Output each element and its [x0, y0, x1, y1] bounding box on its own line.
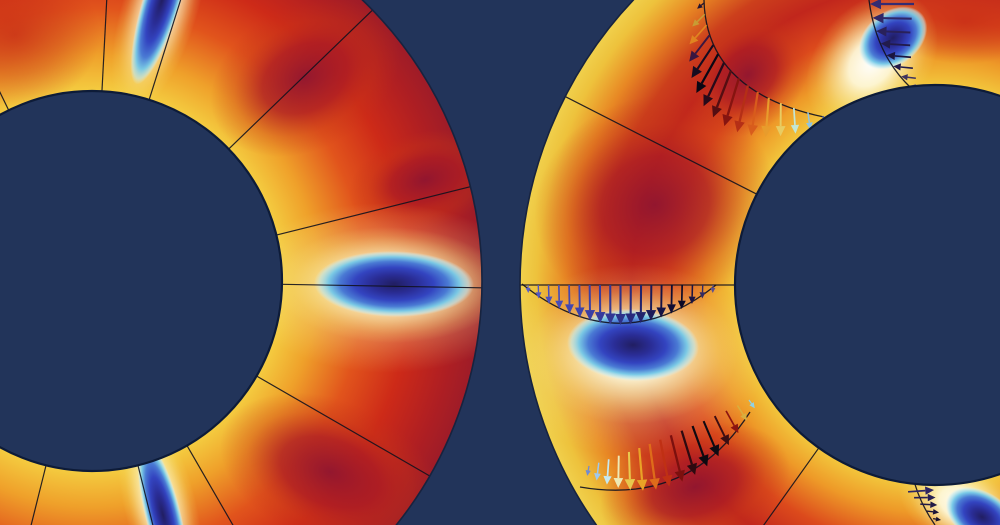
- force-arrow: [734, 85, 749, 133]
- force-arrow: [914, 493, 936, 502]
- force-arrow: [761, 97, 772, 138]
- force-arrow: [806, 112, 813, 130]
- force-arrow: [870, 0, 914, 10]
- sector-line: [564, 96, 758, 195]
- west-magnet-arrows: [525, 284, 716, 325]
- force-arrow: [901, 74, 916, 81]
- force-arrow: [790, 107, 800, 134]
- flux-lobe-core: [567, 308, 699, 382]
- flux-lobe-core: [130, 0, 194, 85]
- left-stator-ring-inner-edge: [0, 89, 284, 473]
- force-arrow: [525, 284, 531, 293]
- force-arrow: [677, 284, 686, 309]
- left-stator-ring-outer-edge: [361, 0, 483, 525]
- force-arrow: [689, 34, 711, 62]
- force-arrow: [680, 430, 697, 475]
- field-hotspot: [534, 95, 776, 315]
- force-arrow: [893, 63, 913, 71]
- magnet-boundary-arc: [703, 0, 825, 118]
- force-arrow: [713, 415, 729, 446]
- force-arrow: [594, 284, 606, 324]
- force-arrow: [736, 405, 747, 421]
- force-arrow: [872, 12, 912, 24]
- top-magnet-arrows: [689, 2, 827, 138]
- field-hotspot: [220, 392, 440, 525]
- flux-lobe-core: [314, 250, 474, 318]
- flux-lobe-core: [858, 6, 928, 70]
- force-arrow: [702, 420, 720, 457]
- force-arrow: [908, 486, 934, 495]
- force-arrow: [594, 462, 601, 481]
- sector-line: [101, 0, 114, 92]
- force-arrow: [574, 284, 585, 318]
- force-arrow: [636, 447, 648, 491]
- force-arrow: [710, 284, 716, 293]
- sector-line: [186, 445, 288, 525]
- force-arrow: [920, 501, 938, 508]
- force-arrow: [656, 284, 667, 318]
- force-arrow: [722, 78, 740, 127]
- force-arrow: [688, 284, 696, 304]
- field-hotspot: [0, 0, 100, 107]
- force-arrow: [692, 13, 706, 27]
- force-arrow: [689, 24, 708, 45]
- force-arrow: [725, 410, 739, 434]
- bottom-magnet-arrows: [585, 399, 755, 491]
- force-arrow: [926, 508, 940, 515]
- force-arrow: [635, 284, 647, 324]
- magnet-boundary-arc: [868, 0, 912, 89]
- force-arrow: [535, 284, 542, 299]
- force-arrow: [615, 285, 626, 325]
- force-arrow: [603, 459, 612, 485]
- force-arrow: [565, 284, 574, 314]
- force-arrow: [876, 26, 911, 37]
- force-arrow: [933, 516, 941, 522]
- force-arrow: [545, 284, 553, 304]
- force-arrow: [667, 284, 676, 314]
- force-arrow: [625, 284, 636, 325]
- force-arrow: [697, 2, 705, 9]
- force-arrow: [691, 425, 709, 467]
- force-arrow: [645, 284, 657, 321]
- flux-lobe-core: [945, 487, 1000, 525]
- sector-line: [0, 465, 47, 525]
- force-arrow: [624, 451, 636, 491]
- force-arrow: [747, 91, 759, 136]
- force-arrow: [880, 39, 911, 49]
- sector-line: [281, 283, 482, 289]
- force-arrow: [659, 439, 673, 487]
- sector-line: [228, 9, 373, 150]
- right-rotor-ring-outer-edge: [519, 0, 635, 525]
- force-arrow: [584, 284, 596, 321]
- sector-line: [148, 0, 210, 100]
- force-arrow: [775, 103, 786, 137]
- right-rotor-ring-inner-edge: [733, 83, 1000, 487]
- force-arrow: [696, 53, 720, 94]
- force-arrow: [669, 434, 685, 482]
- force-arrow: [555, 284, 564, 309]
- force-arrow: [748, 399, 755, 409]
- flux-lobe-core: [137, 439, 189, 525]
- field-hotspot: [210, 0, 400, 158]
- magnet-boundary-arc: [579, 411, 751, 491]
- force-arrow: [648, 443, 660, 490]
- force-arrow: [605, 284, 616, 325]
- bottom-right-magnet-arrows: [908, 486, 941, 522]
- sector-line: [693, 447, 820, 525]
- force-arrow: [613, 455, 624, 489]
- force-arrow: [699, 284, 706, 299]
- force-arrow: [691, 44, 715, 78]
- force-arrow: [886, 51, 912, 60]
- force-arrow: [585, 465, 591, 476]
- force-arrow: [703, 62, 726, 107]
- sector-line: [256, 375, 431, 477]
- sector-line: [276, 186, 471, 236]
- sector-line: [137, 465, 187, 525]
- force-arrow: [712, 70, 733, 118]
- top-right-magnet-arrows: [870, 0, 920, 90]
